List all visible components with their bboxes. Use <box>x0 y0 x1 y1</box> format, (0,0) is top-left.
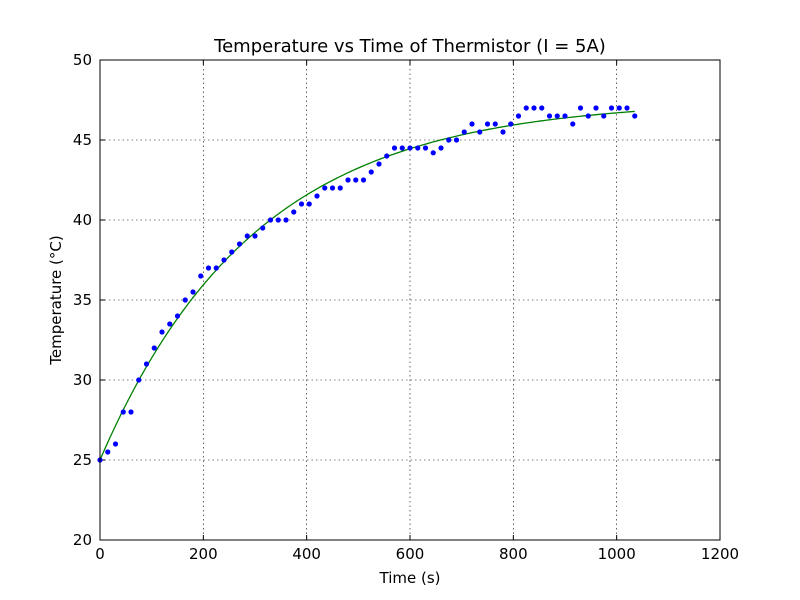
y-tick-label: 35 <box>73 291 92 309</box>
x-axis: 0 200 400 600 800 1000 1200 <box>95 60 739 563</box>
data-point <box>198 273 204 279</box>
chart-title: Temperature vs Time of Thermistor (I = 5… <box>213 36 606 57</box>
x-tick-label: 400 <box>292 545 321 563</box>
y-axis-title: Temperature (°C) <box>47 235 65 365</box>
data-point <box>353 177 359 183</box>
data-point <box>221 257 227 263</box>
data-point <box>539 105 545 111</box>
data-point <box>267 217 274 223</box>
data-point <box>205 265 212 271</box>
data-point <box>314 193 320 199</box>
y-tick-label: 40 <box>73 211 92 229</box>
data-point <box>298 201 305 207</box>
plot-area <box>97 105 638 463</box>
data-point <box>190 289 196 295</box>
data-point <box>360 177 367 183</box>
data-point <box>329 185 336 191</box>
data-point <box>492 121 498 127</box>
data-point <box>601 113 607 119</box>
x-tick-label: 800 <box>499 545 528 563</box>
data-point <box>120 409 126 415</box>
data-point <box>399 145 405 151</box>
data-point <box>632 113 638 119</box>
data-point <box>337 185 343 191</box>
data-point <box>128 409 134 415</box>
plot-frame <box>99 59 721 541</box>
data-point <box>515 113 522 119</box>
data-point <box>236 241 243 247</box>
data-point <box>260 225 266 231</box>
data-point <box>593 105 599 111</box>
data-point <box>616 105 622 111</box>
data-point <box>283 217 289 223</box>
data-point <box>562 113 568 119</box>
data-point <box>523 105 529 111</box>
y-axis: 20 25 30 35 40 45 50 <box>73 51 720 549</box>
y-tick-label: 45 <box>73 131 92 149</box>
data-point <box>577 105 584 111</box>
data-point <box>531 105 537 111</box>
data-point <box>430 150 436 156</box>
x-axis-title: Time (s) <box>379 569 441 587</box>
data-point <box>608 105 615 111</box>
data-point <box>151 345 157 351</box>
data-point <box>415 145 421 151</box>
data-point <box>244 233 250 239</box>
data-point <box>306 201 312 207</box>
data-point <box>391 145 398 151</box>
x-tick-label: 600 <box>396 545 425 563</box>
data-point <box>407 145 413 151</box>
x-tick-label: 200 <box>189 545 218 563</box>
data-point <box>469 121 475 127</box>
y-tick-label: 20 <box>73 531 92 549</box>
data-point <box>546 113 553 119</box>
data-point <box>345 177 351 183</box>
data-point <box>291 209 297 215</box>
x-tick-label: 0 <box>95 545 105 563</box>
y-tick-label: 30 <box>73 371 92 389</box>
data-point <box>376 161 382 167</box>
data-point <box>143 361 150 367</box>
data-point <box>453 137 460 143</box>
data-point <box>275 217 281 223</box>
data-point <box>422 145 429 151</box>
data-point <box>461 129 467 135</box>
data-point <box>112 441 119 447</box>
data-point <box>167 321 173 327</box>
data-point <box>213 265 219 271</box>
data-point <box>105 449 111 455</box>
data-point <box>438 145 444 151</box>
data-point <box>229 249 235 255</box>
y-tick-label: 50 <box>73 51 92 69</box>
data-point <box>182 297 188 303</box>
data-point <box>252 233 258 239</box>
data-point <box>585 113 591 119</box>
data-point <box>368 169 374 175</box>
data-point <box>624 105 630 111</box>
data-point <box>500 129 506 135</box>
y-tick-label: 25 <box>73 451 92 469</box>
data-point <box>446 137 452 143</box>
data-point <box>136 377 142 383</box>
x-tick-label: 1200 <box>701 545 739 563</box>
data-point <box>570 121 576 127</box>
data-point <box>554 113 560 119</box>
data-point <box>384 153 390 159</box>
grid <box>100 60 720 540</box>
fit-curve-line <box>99 110 635 461</box>
data-point <box>174 313 181 319</box>
data-point <box>508 121 514 127</box>
data-point <box>484 121 491 127</box>
data-point <box>159 329 165 335</box>
data-point <box>477 129 483 135</box>
x-tick-label: 1000 <box>598 545 636 563</box>
data-point <box>322 185 328 191</box>
